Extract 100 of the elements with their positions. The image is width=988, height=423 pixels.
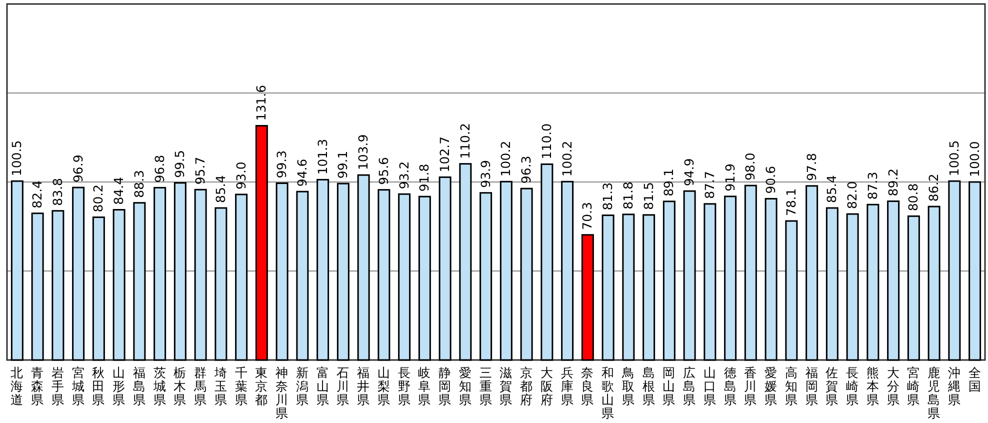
data-label: 93.2 (396, 161, 412, 190)
bar (316, 178, 330, 361)
x-tick-label: 宮城県 (70, 365, 85, 407)
x-tick-label: 滋賀県 (500, 365, 513, 407)
x-tick-label: 富山県 (316, 365, 330, 407)
bar (785, 220, 798, 361)
data-label: 84.4 (111, 176, 126, 205)
bar (10, 180, 24, 361)
bar (276, 182, 288, 361)
bar (378, 189, 390, 361)
bar (581, 234, 594, 361)
bar (866, 204, 880, 361)
data-label: 87.7 (702, 171, 717, 199)
x-tick-label: 栃木県 (174, 365, 187, 407)
data-label: 89.2 (885, 168, 900, 196)
x-tick-label: 石川県 (336, 365, 350, 407)
x-tick-label: 大分県 (886, 365, 900, 407)
data-label: 95.7 (192, 156, 208, 185)
bar (112, 209, 126, 361)
data-label: 102.7 (437, 136, 452, 172)
bar (622, 214, 635, 361)
x-tick-label: 福島県 (132, 365, 146, 407)
x-tick-label: 沖縄県 (946, 365, 961, 407)
data-label: 110.2 (457, 123, 472, 159)
bar (704, 203, 716, 361)
x-tick-label: 新潟県 (296, 365, 309, 407)
x-tick-label: 山梨県 (377, 365, 390, 407)
x-tick-label: 山形県 (112, 365, 126, 407)
x-tick-label: 千葉県 (234, 365, 248, 407)
bar (744, 184, 757, 361)
bar (662, 200, 676, 361)
x-tick-label: 山口県 (703, 365, 716, 407)
x-tick-label: 徳島県 (724, 365, 737, 407)
x-tick-label: 埼玉県 (213, 365, 228, 407)
bar (846, 213, 859, 361)
x-tick-label: 岡山県 (662, 365, 676, 407)
data-label: 90.6 (763, 166, 778, 194)
bar (826, 207, 838, 361)
x-tick-label: 東京都 (255, 365, 268, 407)
data-label: 83.8 (50, 178, 65, 206)
bar (928, 206, 940, 361)
x-tick-label: 群馬県 (193, 365, 208, 407)
bar (133, 202, 146, 361)
bar (52, 210, 64, 361)
bar (724, 196, 737, 361)
x-tick-label: 京都府 (520, 365, 534, 407)
x-tick-label: 鳥取県 (620, 365, 635, 407)
bar (683, 190, 696, 361)
data-label: 100.0 (966, 141, 982, 177)
bar (174, 182, 186, 361)
x-tick-label: 兵庫県 (560, 365, 574, 407)
data-label: 101.3 (314, 138, 330, 175)
bar (357, 174, 370, 361)
data-label: 98.0 (742, 152, 758, 181)
data-label: 93.0 (233, 162, 248, 190)
x-tick-label: 和歌山県 (602, 365, 615, 420)
bar (31, 212, 44, 361)
x-tick-label: 長崎県 (846, 365, 860, 407)
data-label: 100.2 (498, 140, 514, 177)
bar (602, 214, 614, 361)
bar (296, 190, 309, 361)
data-label: 85.4 (212, 175, 228, 203)
data-label: 81.3 (600, 182, 616, 210)
x-tick-label: 三重県 (479, 365, 492, 407)
data-label: 85.4 (824, 175, 840, 203)
x-tick-label: 静岡県 (438, 365, 452, 407)
x-tick-label: 神奈川県 (276, 365, 289, 420)
data-label: 94.6 (294, 158, 310, 187)
bar (887, 200, 900, 361)
bar (764, 198, 778, 361)
x-tick-label: 愛知県 (458, 365, 472, 407)
x-tick-label: 北海道 (10, 365, 24, 407)
data-label: 89.1 (661, 168, 676, 196)
x-tick-label: 青森県 (31, 365, 44, 407)
x-tick-label: 福岡県 (805, 365, 818, 407)
x-tick-label: 奈良県 (581, 365, 594, 407)
x-tick-label: 熊本県 (866, 365, 880, 407)
x-tick-label: 鹿児島県 (928, 365, 941, 420)
x-tick-label: 秋田県 (92, 365, 106, 407)
x-tick-label: 愛媛県 (764, 365, 778, 407)
data-label: 99.1 (335, 150, 350, 179)
bar (72, 186, 85, 361)
data-label: 80.2 (90, 184, 106, 212)
bar (398, 193, 411, 361)
bar (194, 188, 207, 361)
bar (968, 181, 982, 361)
data-label: 70.3 (580, 202, 595, 230)
bar (500, 180, 512, 361)
x-tick-label: 茨城県 (152, 365, 166, 407)
data-label: 80.8 (906, 183, 921, 212)
data-label: 100.2 (559, 140, 574, 177)
bar (255, 125, 268, 361)
data-label: 87.3 (864, 172, 880, 200)
x-tick-label: 島根県 (642, 365, 656, 407)
bar (438, 176, 452, 361)
x-tick-label: 福井県 (357, 365, 370, 407)
x-tick-label: 岩手県 (51, 365, 64, 407)
x-tick-label: 高知県 (784, 365, 798, 407)
x-tick-label: 広島県 (683, 365, 696, 407)
data-label: 93.9 (478, 160, 493, 188)
